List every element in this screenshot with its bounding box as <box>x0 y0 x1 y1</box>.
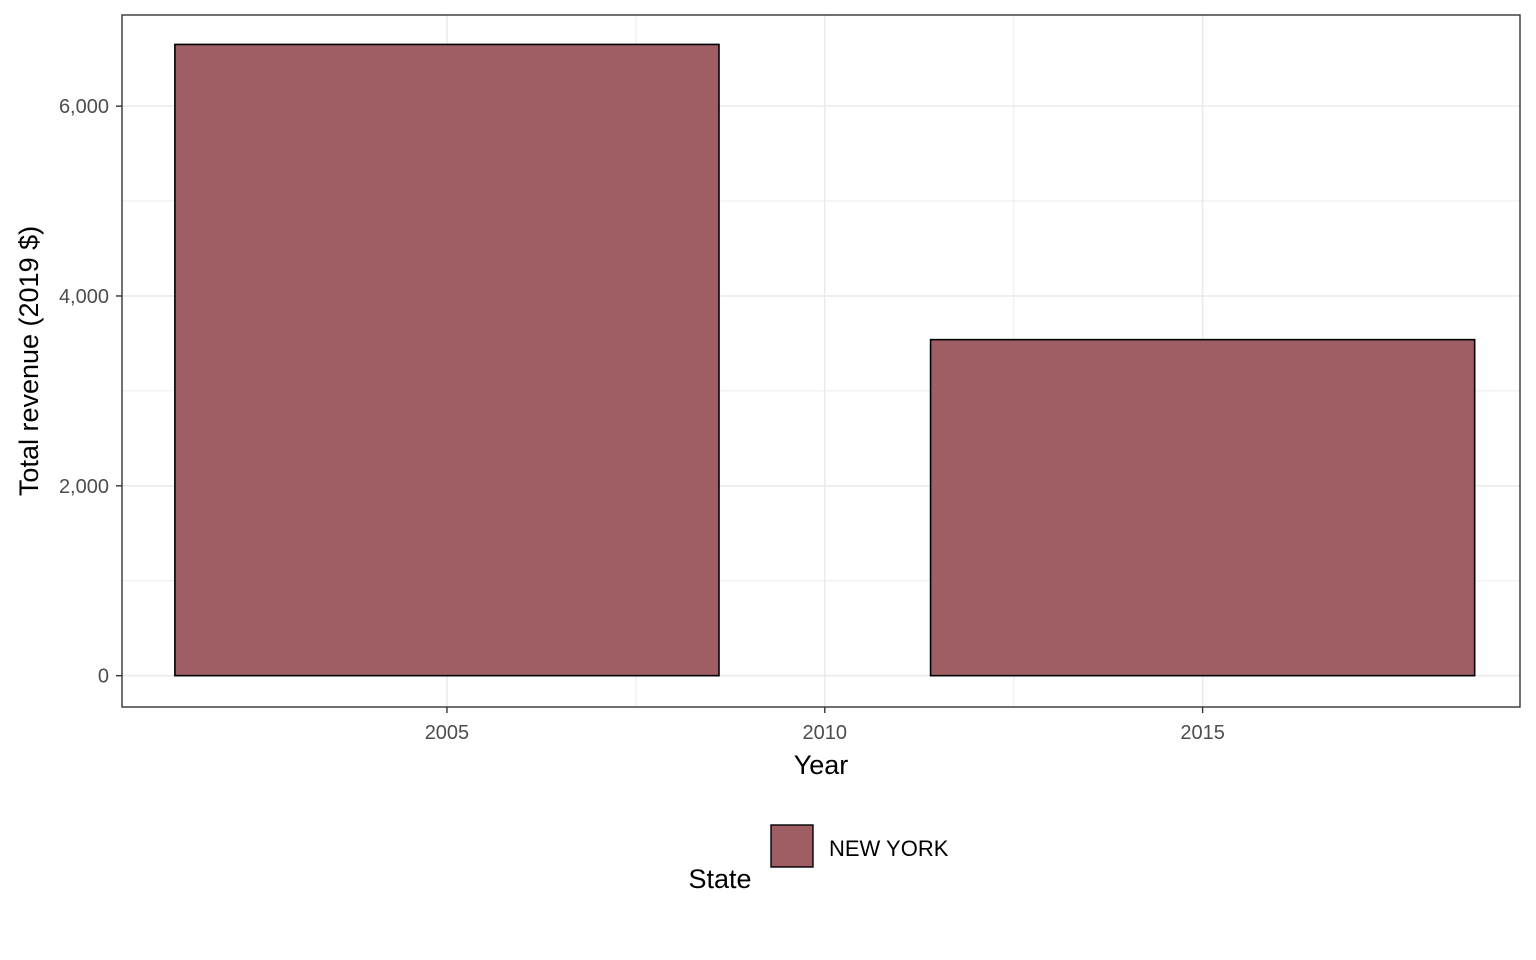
x-axis: 2005 2010 2015 <box>425 707 1225 744</box>
legend-label-new-york: NEW YORK <box>829 836 949 861</box>
y-tick-label: 2,000 <box>59 476 109 498</box>
bar-2005 <box>174 43 720 677</box>
x-tick-label: 2005 <box>425 722 470 744</box>
y-tick-label: 4,000 <box>59 286 109 308</box>
x-tick-label: 2015 <box>1180 722 1225 744</box>
y-tick-label: 6,000 <box>59 96 109 118</box>
x-tick-label: 2010 <box>803 722 848 744</box>
y-axis: 0 2,000 4,000 6,000 <box>59 96 122 688</box>
y-tick-label: 0 <box>98 666 109 688</box>
legend-title: State <box>688 864 751 894</box>
legend: State NEW YORK <box>688 824 949 894</box>
y-axis-title: Total revenue (2019 $) <box>14 226 44 496</box>
bars <box>174 43 1476 677</box>
x-axis-title: Year <box>794 750 849 780</box>
legend-swatch-new-york <box>770 824 814 868</box>
plot-panel-border <box>121 14 1521 708</box>
bar-2015 <box>929 338 1476 677</box>
